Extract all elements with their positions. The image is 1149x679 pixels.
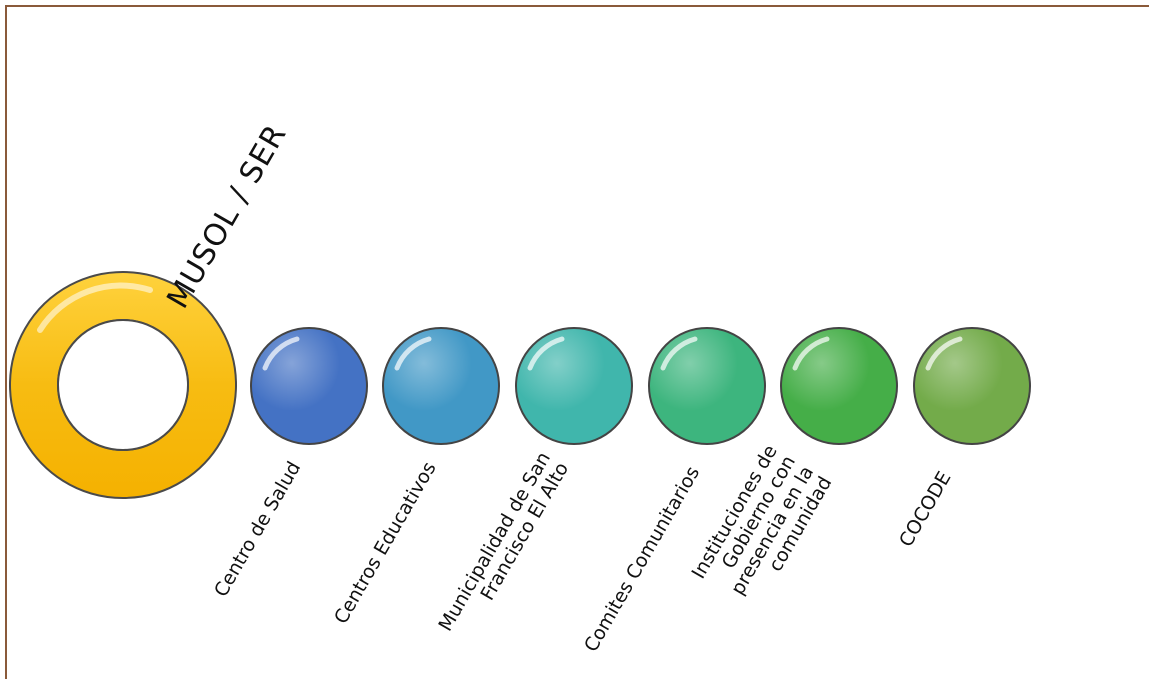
node-layer [250, 327, 1031, 445]
node-highlight [660, 336, 698, 371]
hub-ring-inner [57, 319, 189, 451]
node-3 [515, 327, 633, 445]
node-4 [648, 327, 766, 445]
node-highlight [792, 336, 830, 371]
node-highlight [925, 336, 963, 371]
hub-ring [9, 271, 237, 499]
node-6 [913, 327, 1031, 445]
node-1 [250, 327, 368, 445]
node-shine [915, 329, 1029, 443]
node-shine [517, 329, 631, 443]
node-shine [252, 329, 366, 443]
node-shine [782, 329, 896, 443]
node-shine [650, 329, 764, 443]
node-highlight [394, 336, 432, 371]
node-5 [780, 327, 898, 445]
node-highlight [262, 336, 300, 371]
node-shine [384, 329, 498, 443]
node-2 [382, 327, 500, 445]
hub-ring-highlight [37, 282, 153, 333]
slide-frame [5, 5, 1149, 679]
node-highlight [527, 336, 565, 371]
